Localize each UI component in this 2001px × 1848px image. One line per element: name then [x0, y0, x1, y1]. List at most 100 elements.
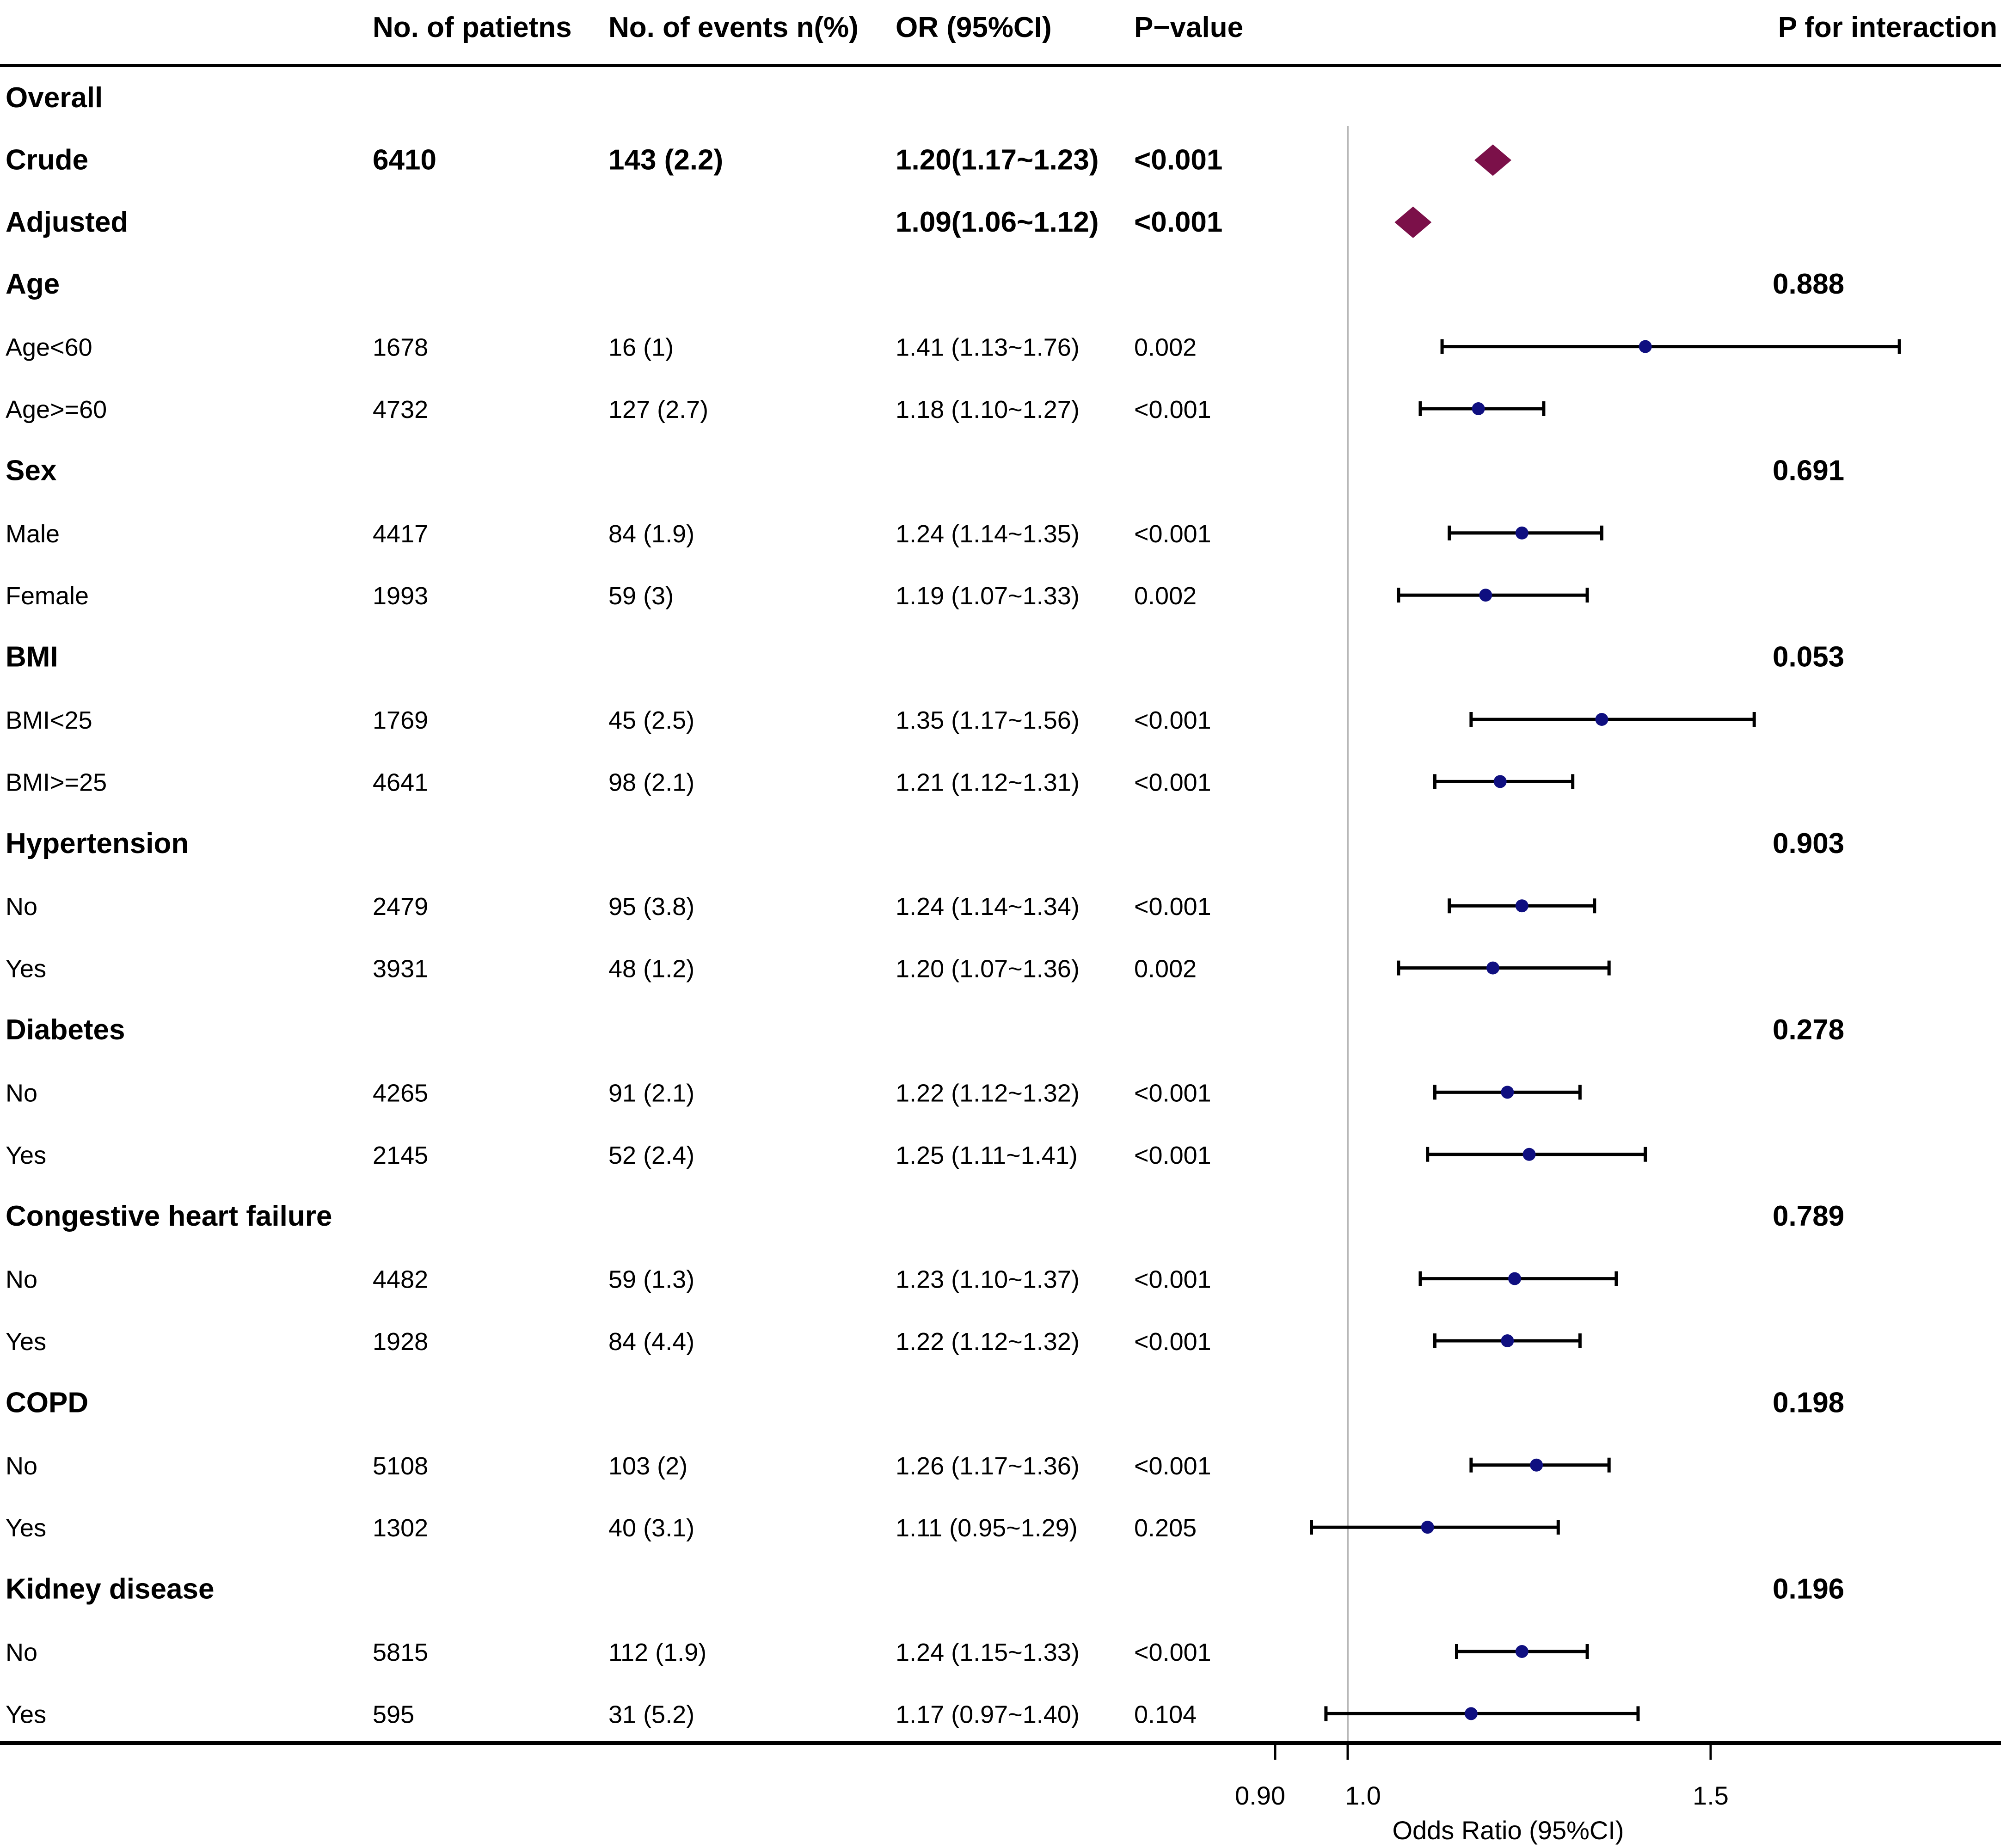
- p-interaction-cell: 0.888: [1773, 268, 1844, 300]
- patients-cell: 1302: [373, 1514, 428, 1542]
- p-interaction-cell: 0.691: [1773, 454, 1844, 486]
- events-cell: 84 (1.9): [608, 520, 694, 548]
- or-cell: 1.24 (1.14~1.35): [896, 520, 1080, 548]
- table-row: Age<60 1678 16 (1) 1.41 (1.13~1.76) 0.002: [6, 334, 1197, 362]
- or-point: [1515, 526, 1528, 540]
- or-cell: 1.24 (1.15~1.33): [896, 1639, 1080, 1666]
- or-cell: 1.20(1.17~1.23): [896, 144, 1099, 176]
- or-point: [1472, 402, 1485, 415]
- row-label: BMI<25: [6, 706, 92, 734]
- events-cell: 143 (2.2): [608, 144, 723, 176]
- group-label: Overall: [6, 82, 103, 114]
- row-label: Female: [6, 582, 89, 610]
- table-row: Age 0.888: [6, 268, 1844, 300]
- or-cell: 1.26 (1.17~1.36): [896, 1452, 1080, 1480]
- or-cell: 1.17 (0.97~1.40): [896, 1701, 1080, 1728]
- patients-cell: 1993: [373, 582, 428, 610]
- patients-cell: 4417: [373, 520, 428, 548]
- patients-cell: 1928: [373, 1328, 428, 1356]
- events-cell: 45 (2.5): [608, 706, 694, 734]
- p-value-cell: <0.001: [1134, 1328, 1211, 1356]
- p-value-cell: 0.205: [1134, 1514, 1197, 1542]
- x-tick-label: 1.5: [1693, 1781, 1729, 1810]
- p-value-cell: <0.001: [1134, 396, 1211, 424]
- or-point: [1486, 961, 1499, 975]
- or-cell: 1.19 (1.07~1.33): [896, 582, 1080, 610]
- events-cell: 98 (2.1): [608, 768, 694, 796]
- p-value-cell: <0.001: [1134, 893, 1211, 921]
- table-row: COPD 0.198: [6, 1387, 1844, 1418]
- row-label: Yes: [6, 1142, 46, 1169]
- p-interaction-cell: 0.789: [1773, 1200, 1844, 1232]
- table-row: BMI>=25 4641 98 (2.1) 1.21 (1.12~1.31) <0.00…: [6, 768, 1211, 796]
- or-cell: 1.09(1.06~1.12): [896, 206, 1099, 238]
- row-label: No: [6, 1639, 37, 1666]
- row-label: Yes: [6, 1514, 46, 1542]
- p-interaction-cell: 0.053: [1773, 641, 1844, 673]
- table-row: No 5815 112 (1.9) 1.24 (1.15~1.33) <0.001: [6, 1639, 1211, 1666]
- row-label: Yes: [6, 955, 46, 983]
- or-point: [1493, 775, 1507, 788]
- events-cell: 84 (4.4): [608, 1328, 694, 1356]
- p-value-cell: <0.001: [1134, 1266, 1211, 1294]
- table-row: No 4482 59 (1.3) 1.23 (1.10~1.37) <0.001: [6, 1266, 1211, 1294]
- table-row: Crude 6410 143 (2.2) 1.20(1.17~1.23) <0.001: [6, 144, 1222, 176]
- or-cell: 1.20 (1.07~1.36): [896, 955, 1080, 983]
- table-row: No 4265 91 (2.1) 1.22 (1.12~1.32) <0.001: [6, 1079, 1211, 1107]
- patients-cell: 595: [373, 1701, 414, 1728]
- table-row: Kidney disease 0.196: [6, 1573, 1844, 1605]
- events-cell: 91 (2.1): [608, 1079, 694, 1107]
- table-row: Adjusted 1.09(1.06~1.12) <0.001: [6, 206, 1222, 238]
- patients-cell: 4732: [373, 396, 428, 424]
- column-header: OR (95%CI): [896, 12, 1052, 43]
- row-label: Age<60: [6, 334, 92, 362]
- row-label: No: [6, 1266, 37, 1294]
- or-point: [1501, 1334, 1514, 1347]
- or-point: [1522, 1148, 1536, 1161]
- patients-cell: 2145: [373, 1142, 428, 1169]
- row-label: Crude: [6, 144, 88, 176]
- p-value-cell: <0.001: [1134, 206, 1222, 238]
- patients-cell: 5815: [373, 1639, 428, 1666]
- or-cell: 1.23 (1.10~1.37): [896, 1266, 1080, 1294]
- p-value-cell: 0.002: [1134, 582, 1197, 610]
- events-cell: 95 (3.8): [608, 893, 694, 921]
- table-row: BMI<25 1769 45 (2.5) 1.35 (1.17~1.56) <0.001: [6, 706, 1211, 734]
- p-value-cell: <0.001: [1134, 1452, 1211, 1480]
- or-point: [1530, 1458, 1543, 1472]
- patients-cell: 3931: [373, 955, 428, 983]
- p-value-cell: <0.001: [1134, 520, 1211, 548]
- patients-cell: 4265: [373, 1079, 428, 1107]
- group-label: Diabetes: [6, 1014, 125, 1046]
- events-cell: 59 (1.3): [608, 1266, 694, 1294]
- x-tick-label: 0.90: [1235, 1781, 1285, 1810]
- or-cell: 1.21 (1.12~1.31): [896, 768, 1080, 796]
- table-row: Yes 1302 40 (3.1) 1.11 (0.95~1.29) 0.205: [6, 1514, 1197, 1542]
- or-point: [1639, 340, 1652, 353]
- p-interaction-cell: 0.198: [1773, 1387, 1844, 1418]
- patients-cell: 6410: [373, 144, 436, 176]
- patients-cell: 5108: [373, 1452, 428, 1480]
- table-row: Yes 3931 48 (1.2) 1.20 (1.07~1.36) 0.002: [6, 955, 1197, 983]
- table-row: Overall: [6, 82, 103, 114]
- table-row: No 5108 103 (2) 1.26 (1.17~1.36) <0.001: [6, 1452, 1211, 1480]
- events-cell: 40 (3.1): [608, 1514, 694, 1542]
- p-interaction-cell: 0.196: [1773, 1573, 1844, 1605]
- or-point: [1515, 899, 1528, 913]
- patients-cell: 1769: [373, 706, 428, 734]
- or-cell: 1.11 (0.95~1.29): [896, 1514, 1078, 1542]
- table-header: No. of patietns No. of events n(%) OR (95%…: [0, 12, 2001, 67]
- or-cell: 1.22 (1.12~1.32): [896, 1079, 1080, 1107]
- summary-diamond: [1394, 206, 1432, 238]
- table-row: Yes 1928 84 (4.4) 1.22 (1.12~1.32) <0.001: [6, 1328, 1211, 1356]
- or-point: [1421, 1521, 1434, 1534]
- events-cell: 103 (2): [608, 1452, 687, 1480]
- table-row: Age>=60 4732 127 (2.7) 1.18 (1.10~1.27) <0.0…: [6, 396, 1211, 424]
- or-point: [1501, 1086, 1514, 1099]
- table-row: Female 1993 59 (3) 1.19 (1.07~1.33) 0.002: [6, 582, 1197, 610]
- row-label: Yes: [6, 1328, 46, 1356]
- events-cell: 52 (2.4): [608, 1142, 694, 1169]
- patients-cell: 4641: [373, 768, 428, 796]
- p-value-cell: <0.001: [1134, 706, 1211, 734]
- row-label: Age>=60: [6, 396, 107, 424]
